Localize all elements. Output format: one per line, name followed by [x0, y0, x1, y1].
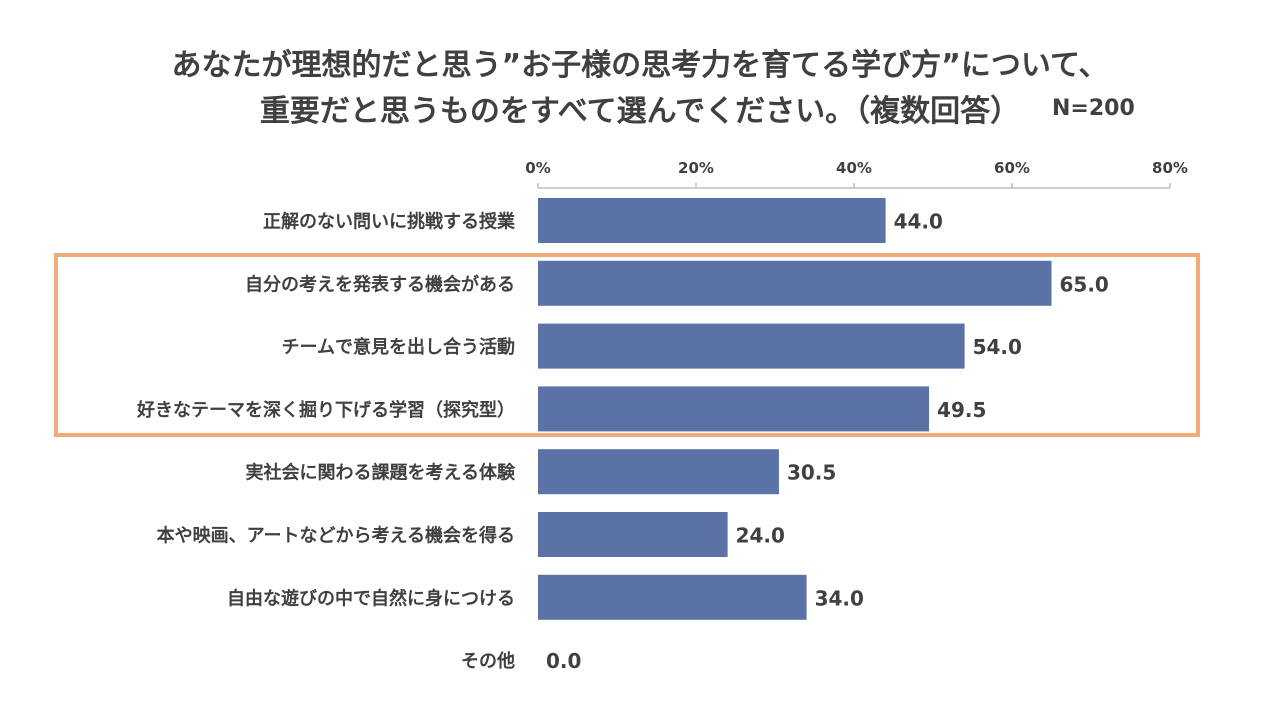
category-label: 正解のない問いに挑戦する授業	[263, 211, 516, 233]
bar	[538, 260, 1052, 306]
sample-size-label: N=200	[1052, 96, 1135, 121]
x-tick-label: 0%	[525, 159, 550, 177]
x-tick-label: 60%	[994, 159, 1030, 177]
category-label: 本や映画、アートなどから考える機会を得る	[157, 525, 515, 547]
bar-value-label: 30.5	[787, 461, 836, 485]
category-label: 自由な遊びの中で自然に身につける	[227, 587, 515, 609]
x-tick-label: 80%	[1152, 159, 1188, 177]
category-label: その他	[461, 650, 515, 672]
bar	[538, 574, 807, 620]
category-label: 実社会に関わる課題を考える体験	[246, 462, 516, 484]
bar	[538, 198, 886, 243]
bar-value-label: 65.0	[1060, 272, 1109, 296]
bar	[538, 512, 728, 557]
bar-value-label: 34.0	[815, 586, 864, 610]
bar-value-label: 0.0	[546, 649, 581, 673]
bar-value-label: 44.0	[894, 210, 943, 234]
x-tick-label: 40%	[836, 159, 872, 177]
bar-value-label: 54.0	[973, 335, 1022, 359]
bar-value-label: 49.5	[937, 398, 986, 422]
bar	[538, 386, 930, 432]
highlight-box	[54, 253, 1200, 437]
x-tick-label: 20%	[678, 159, 714, 177]
bar-value-label: 24.0	[736, 524, 785, 548]
bar	[538, 323, 965, 369]
chart-title-line-1: あなたが理想的だと思う”お子様の思考力を育てる学び方”について、	[171, 48, 1109, 83]
chart-title-line-2: 重要だと思うものをすべて選んでください。（複数回答）	[259, 94, 1021, 129]
bar	[538, 449, 779, 495]
category-label: 好きなテーマを深く掘り下げる学習（探究型）	[136, 399, 515, 421]
category-label: 自分の考えを発表する機会がある	[245, 273, 515, 295]
category-label: チームで意見を出し合う活動	[282, 336, 515, 358]
